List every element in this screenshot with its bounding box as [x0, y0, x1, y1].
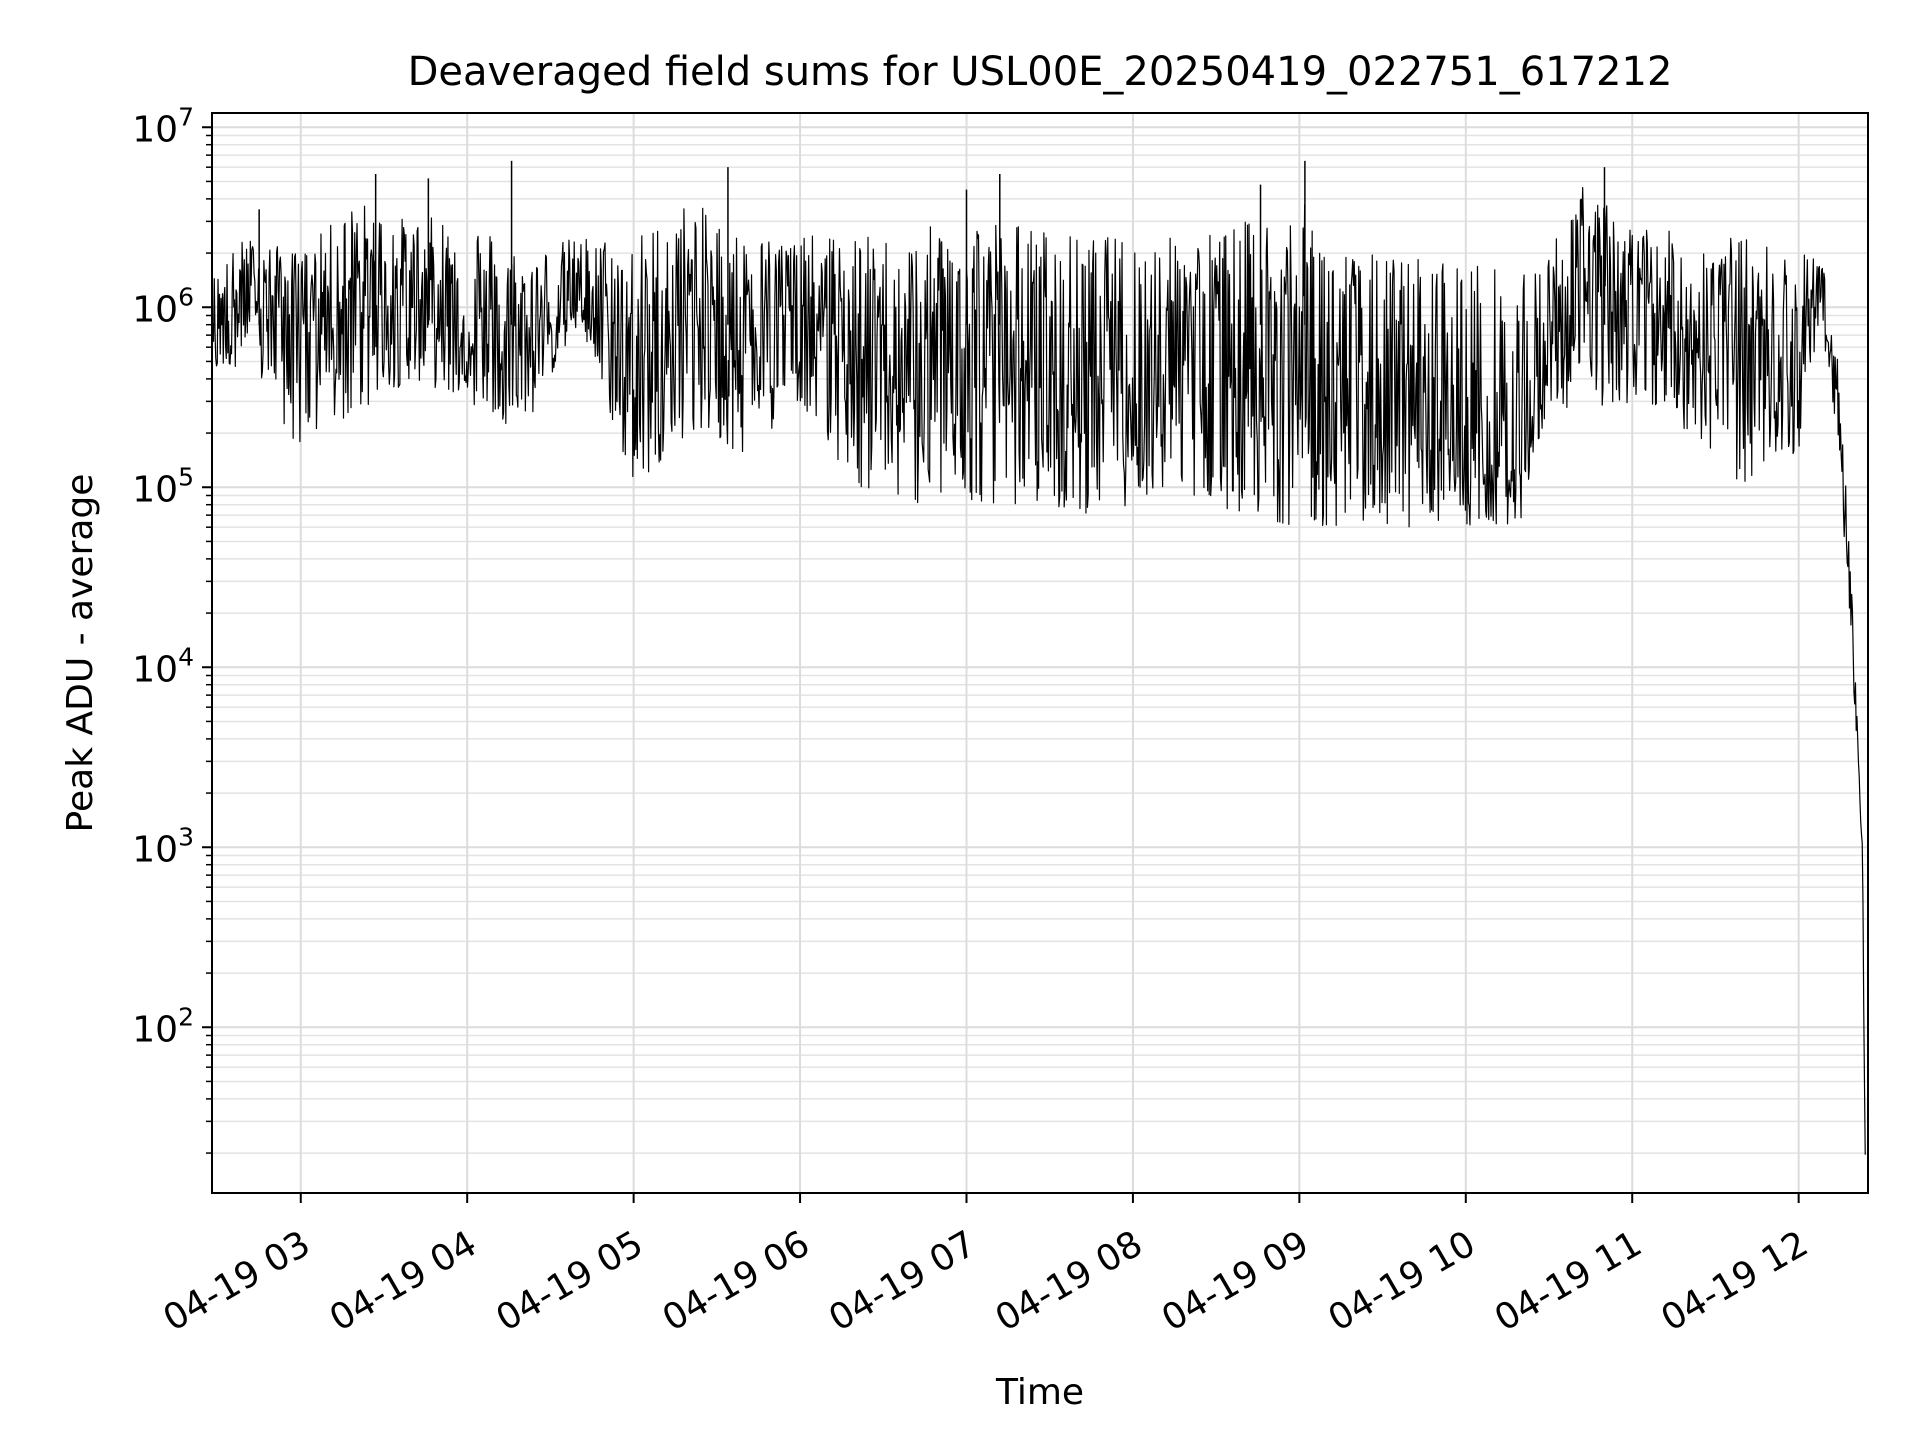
y-tick-label: 107 [132, 102, 194, 150]
series-line [211, 187, 1866, 1155]
plot-frame [211, 112, 1869, 1194]
y-tick-label: 104 [132, 642, 194, 690]
data-layer [211, 160, 1866, 1155]
y-tick-label: 105 [132, 462, 194, 510]
x-axis-label: Time [995, 1372, 1084, 1413]
y-tick-label: 103 [132, 822, 194, 870]
y-axis-label: Peak ADU - average [60, 474, 101, 833]
y-tick-label: 106 [132, 282, 194, 330]
y-tick-label: 102 [132, 1002, 194, 1050]
chart-title: Deaveraged field sums for USL00E_2025041… [408, 49, 1673, 95]
